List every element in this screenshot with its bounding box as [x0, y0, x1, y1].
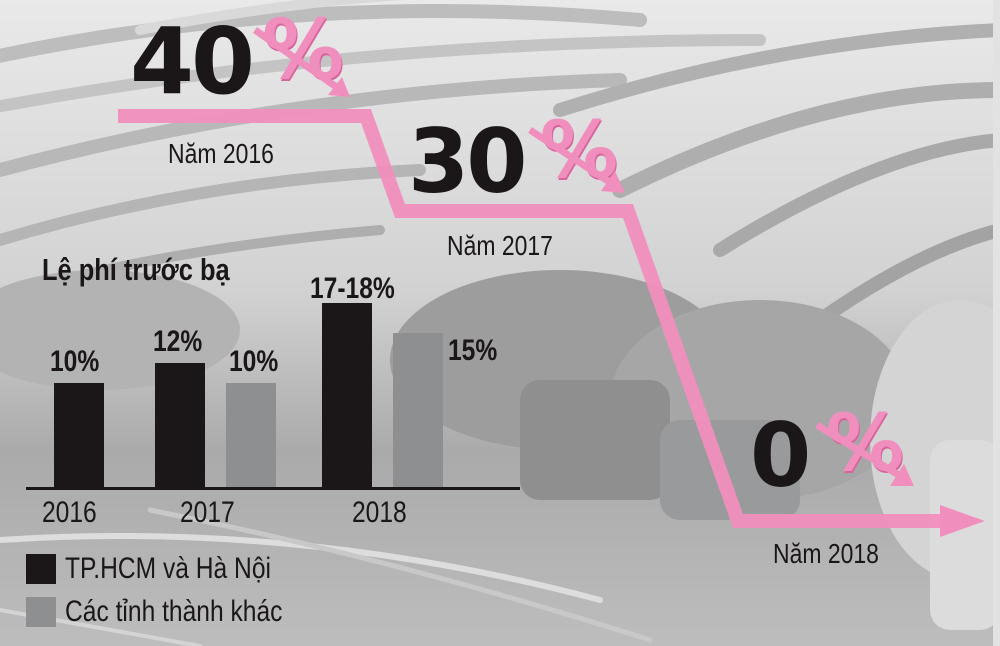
bar-2018-other-provinces — [393, 333, 443, 487]
timeline-item-2016: 40 — [130, 8, 255, 115]
legend-label-hcm-hanoi: TP.HCM và Hà Nội — [65, 552, 271, 585]
bar-2017-hcm-hanoi — [155, 363, 205, 487]
bar-2016-hcm-hanoi — [54, 383, 104, 487]
percent-value-2017: 30 — [408, 110, 527, 213]
bar-label-2016-hcm-hanoi: 10% — [50, 345, 100, 378]
percent-value-2016: 40 — [130, 8, 255, 115]
legend-swatch-black — [26, 554, 56, 584]
year-label-2017: Năm 2017 — [447, 230, 553, 261]
bar-label-2018-hcm-hanoi: 17-18% — [310, 272, 395, 305]
x-axis-label-2016: 2016 — [42, 496, 97, 529]
year-label-2018: Năm 2018 — [773, 538, 879, 569]
bar-label-2018-other-provinces: 15% — [448, 334, 498, 367]
down-arrow-icon — [815, 422, 914, 486]
bar-chart-title: Lệ phí trước bạ — [42, 252, 230, 287]
legend-item-hcm-hanoi: TP.HCM và Hà Nội — [26, 552, 316, 586]
down-arrow-icon — [252, 27, 350, 97]
bar-2017-other-provinces — [226, 383, 276, 487]
year-label-2016: Năm 2016 — [168, 138, 274, 169]
legend-swatch-gray — [26, 597, 56, 627]
x-axis-label-2017: 2017 — [180, 496, 235, 529]
bar-label-2017-hcm-hanoi: 12% — [153, 325, 203, 358]
bar-2018-hcm-hanoi — [322, 303, 372, 487]
percent-value-2018: 0 — [750, 404, 811, 507]
legend-item-other-provinces: Các tỉnh thành khác — [26, 595, 330, 629]
bar-label-2017-other-provinces: 10% — [229, 345, 279, 378]
legend-label-other-provinces: Các tỉnh thành khác — [65, 595, 283, 628]
x-axis-line — [26, 487, 520, 490]
x-axis-label-2018: 2018 — [352, 496, 407, 529]
down-arrow-icon — [528, 127, 625, 193]
percent-symbol-2016: % — [262, 3, 345, 98]
